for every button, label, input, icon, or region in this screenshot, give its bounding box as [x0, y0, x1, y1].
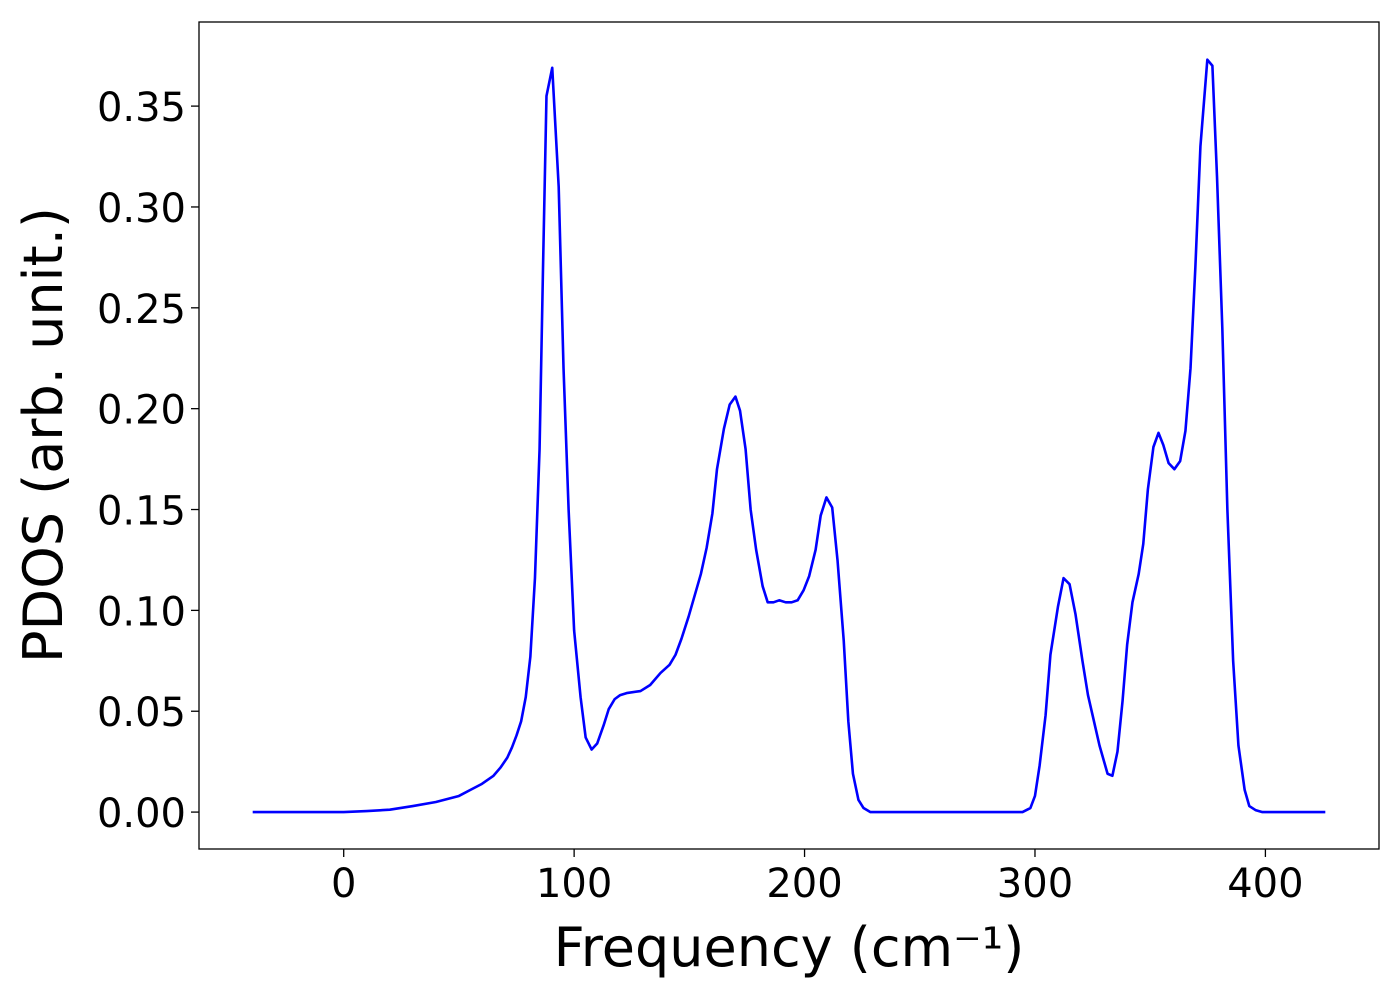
- y-tick-label: 0.10: [97, 589, 186, 635]
- plot-frame: [198, 21, 1380, 850]
- x-tick-label: 200: [766, 861, 842, 907]
- y-tick-label: 0.15: [97, 489, 186, 535]
- y-tick-label: 0.35: [97, 85, 186, 131]
- x-tick-label: 400: [1227, 861, 1303, 907]
- y-tick-label: 0.30: [97, 186, 186, 232]
- y-tick-label: 0.00: [97, 791, 186, 837]
- x-axis-label: Frequency (cm⁻¹): [554, 916, 1025, 979]
- x-tick-label: 0: [331, 861, 356, 907]
- x-tick-label: 100: [536, 861, 612, 907]
- data-line: [252, 58, 1326, 814]
- y-axis-label: PDOS (arb. unit.): [12, 207, 75, 663]
- y-tick-label: 0.25: [97, 287, 186, 333]
- x-tick-label: 300: [997, 861, 1073, 907]
- y-tick-label: 0.05: [97, 690, 186, 736]
- y-tick-label: 0.20: [97, 388, 186, 434]
